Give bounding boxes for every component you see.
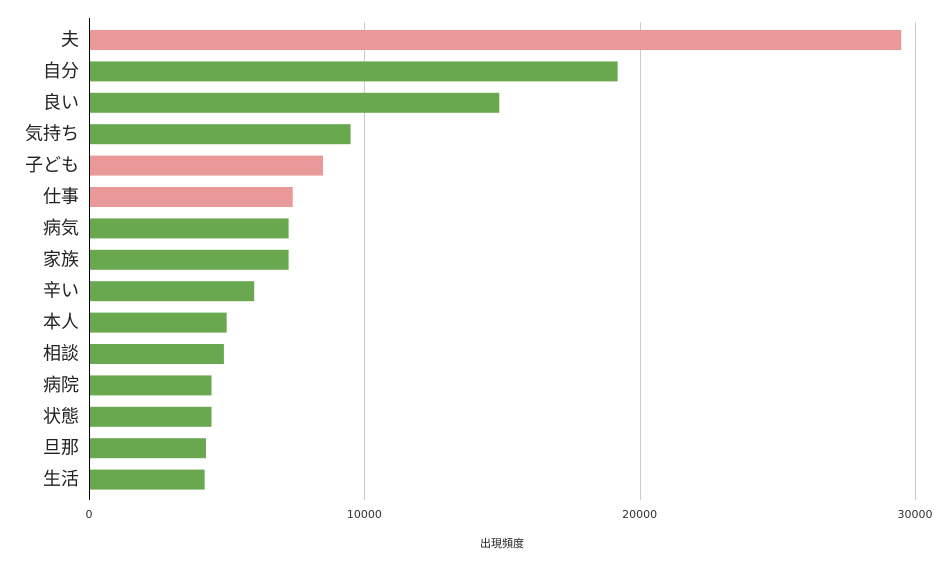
- bar: [89, 61, 618, 82]
- bars: [89, 30, 902, 490]
- category-label: 辛い: [43, 281, 79, 302]
- bar: [89, 155, 324, 176]
- x-tick-label: 20000: [622, 508, 657, 521]
- category-label: 子ども: [25, 155, 79, 176]
- bar: [89, 30, 902, 50]
- category-label: 本人: [43, 312, 79, 333]
- category-label: 良い: [43, 92, 79, 113]
- category-label: 気持ち: [25, 124, 79, 145]
- bar: [89, 438, 207, 459]
- category-label: 病院: [43, 375, 79, 396]
- category-label: 自分: [43, 61, 79, 82]
- bar: [89, 281, 255, 302]
- bar: [89, 92, 500, 113]
- x-tick-label: 0: [86, 508, 93, 521]
- x-tick-labels: 0 10000 20000 30000: [86, 508, 933, 521]
- category-label: 相談: [43, 344, 79, 365]
- category-label: 病気: [43, 218, 79, 239]
- category-label: 生活: [43, 469, 79, 490]
- category-label: 家族: [43, 249, 79, 270]
- x-tick-label: 30000: [898, 508, 933, 521]
- category-label: 仕事: [43, 187, 79, 208]
- bar: [89, 344, 224, 364]
- bar: [89, 312, 227, 333]
- x-axis-title: 出現頻度: [480, 536, 524, 550]
- bar: [89, 124, 351, 145]
- category-label: 夫: [61, 30, 79, 51]
- bar: [89, 249, 289, 270]
- bar: [89, 218, 289, 239]
- x-tick-label: 10000: [347, 508, 382, 521]
- bar: [89, 375, 212, 396]
- bar: [89, 406, 212, 427]
- bar: [89, 187, 293, 207]
- bar: [89, 469, 205, 490]
- category-label: 旦那: [43, 438, 79, 459]
- category-label: 状態: [43, 406, 79, 427]
